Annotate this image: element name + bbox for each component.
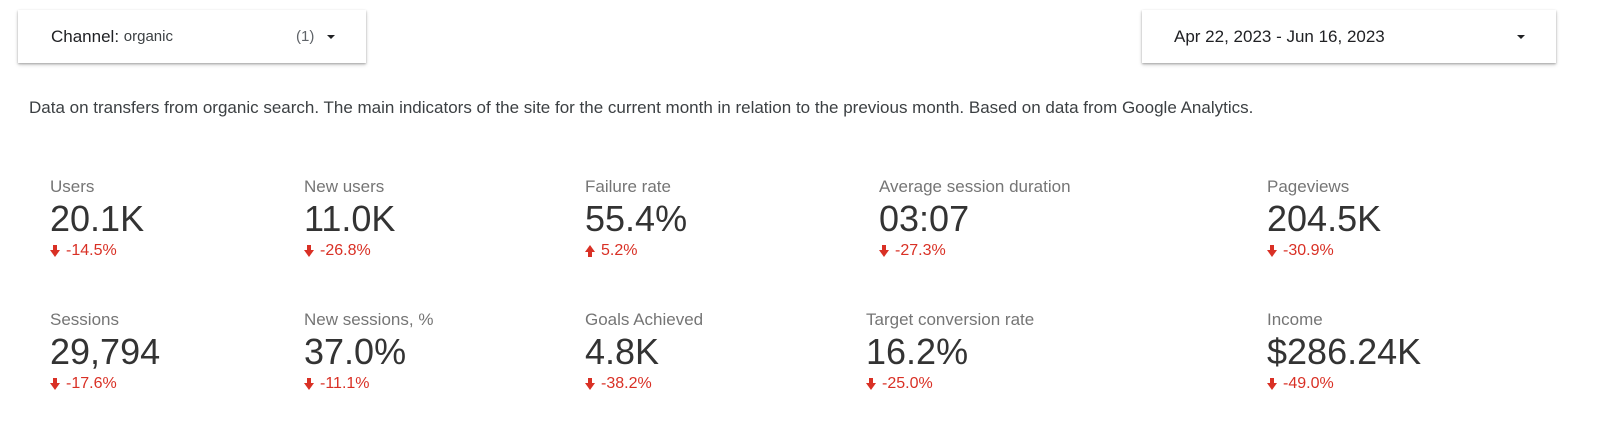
metric-value: 03:07 xyxy=(879,198,970,239)
metric-value: 11.0K xyxy=(304,198,396,239)
metric-change: -11.1% xyxy=(304,374,433,394)
metric-sessions: Sessions 29,794 -17.6% xyxy=(50,310,160,394)
metric-change: -17.6% xyxy=(50,374,160,394)
metric-change-value: -25.0% xyxy=(882,375,933,392)
metric-change-value: 5.2% xyxy=(601,242,638,259)
arrow-down-icon xyxy=(304,245,314,257)
metric-value: $286.24K xyxy=(1267,331,1422,372)
metric-change: -38.2% xyxy=(585,374,703,394)
arrow-down-icon xyxy=(1267,378,1277,390)
metric-label: Income xyxy=(1267,310,1323,329)
metric-label: Target conversion rate xyxy=(866,310,1035,329)
metric-value: 4.8K xyxy=(585,331,660,372)
metric-change: -14.5% xyxy=(50,241,144,261)
metric-change: -27.3% xyxy=(879,241,1071,261)
metric-value: 204.5K xyxy=(1267,198,1382,239)
metric-label: New users xyxy=(304,177,385,196)
arrow-down-icon xyxy=(1267,245,1277,257)
metric-income: Income $286.24K -49.0% xyxy=(1267,310,1421,394)
metric-change: -30.9% xyxy=(1267,241,1381,261)
chevron-down-icon xyxy=(1517,35,1525,39)
metric-pageviews: Pageviews 204.5K -30.9% xyxy=(1267,177,1381,261)
metric-value: 16.2% xyxy=(866,331,969,372)
date-range-value: Apr 22, 2023 - Jun 16, 2023 xyxy=(1174,26,1385,46)
arrow-up-icon xyxy=(585,245,595,257)
metric-change-value: -17.6% xyxy=(66,375,117,392)
metric-label: Pageviews xyxy=(1267,177,1350,196)
channel-filter-dropdown[interactable]: Channel: organic (1) xyxy=(18,10,366,63)
arrow-down-icon xyxy=(879,245,889,257)
metric-value: 55.4% xyxy=(585,198,688,239)
arrow-down-icon xyxy=(585,378,595,390)
metric-change: 5.2% xyxy=(585,241,687,261)
metric-label: Goals Achieved xyxy=(585,310,704,329)
metric-change-value: -11.1% xyxy=(320,375,370,392)
metric-value: 37.0% xyxy=(304,331,407,372)
channel-filter-label: Channel xyxy=(51,26,115,46)
metric-value: 29,794 xyxy=(50,331,161,372)
arrow-down-icon xyxy=(304,378,314,390)
channel-filter-count: (1) xyxy=(296,28,315,45)
metric-change: -49.0% xyxy=(1267,374,1421,394)
metric-label: New sessions, % xyxy=(304,310,434,329)
arrow-down-icon xyxy=(50,378,60,390)
metric-new-sessions-percent: New sessions, % 37.0% -11.1% xyxy=(304,310,433,394)
metric-change-value: -26.8% xyxy=(320,242,371,259)
metric-change-value: -14.5% xyxy=(66,242,117,259)
metric-change: -25.0% xyxy=(866,374,1034,394)
metric-label: Users xyxy=(50,177,95,196)
metric-failure-rate: Failure rate 55.4% 5.2% xyxy=(585,177,687,261)
metric-change-value: -27.3% xyxy=(895,242,946,259)
metric-label: Average session duration xyxy=(879,177,1071,196)
report-description: Data on transfers from organic search. T… xyxy=(29,98,1254,117)
date-range-picker[interactable]: Apr 22, 2023 - Jun 16, 2023 xyxy=(1142,10,1556,63)
metric-value: 20.1K xyxy=(50,198,145,239)
metric-avg-session-duration: Average session duration 03:07 -27.3% xyxy=(879,177,1071,261)
metric-change-value: -38.2% xyxy=(601,375,652,392)
channel-filter-colon: : xyxy=(114,26,124,46)
channel-filter-value: organic xyxy=(123,28,173,45)
metric-label: Sessions xyxy=(50,310,119,329)
metric-users: Users 20.1K -14.5% xyxy=(50,177,144,261)
metric-label: Failure rate xyxy=(585,177,671,196)
chevron-down-icon xyxy=(327,35,335,39)
metric-new-users: New users 11.0K -26.8% xyxy=(304,177,395,261)
metric-change-value: -49.0% xyxy=(1283,375,1334,392)
metric-target-conversion-rate: Target conversion rate 16.2% -25.0% xyxy=(866,310,1034,394)
metric-goals-achieved: Goals Achieved 4.8K -38.2% xyxy=(585,310,703,394)
metric-change-value: -30.9% xyxy=(1283,242,1334,259)
arrow-down-icon xyxy=(50,245,60,257)
metric-change: -26.8% xyxy=(304,241,395,261)
arrow-down-icon xyxy=(866,378,876,390)
